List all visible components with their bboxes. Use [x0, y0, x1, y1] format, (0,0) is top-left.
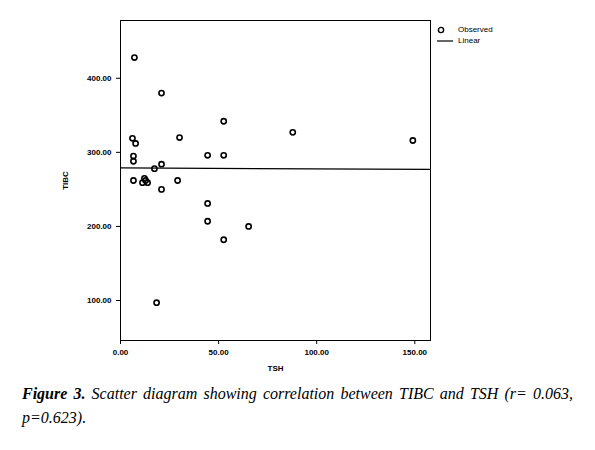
svg-text:TIBC: TIBC	[61, 171, 70, 190]
html-text:Linear: Linear	[458, 36, 481, 45]
svg-text:200.00: 200.00	[87, 222, 112, 231]
svg-text:300.00: 300.00	[87, 148, 112, 157]
svg-text:0.00: 0.00	[113, 348, 129, 357]
html-text:Figure 3. Scatter diagram show: Figure 3. Scatter diagram showing correl…	[22, 385, 573, 426]
svg-text:TSH: TSH	[268, 364, 284, 373]
svg-text:400.00: 400.00	[87, 74, 112, 83]
svg-text:100.00: 100.00	[87, 296, 112, 305]
svg-text:150.00: 150.00	[403, 348, 428, 357]
svg-text:50.00: 50.00	[209, 348, 230, 357]
html-text:Observed: Observed	[458, 25, 493, 34]
svg-text:100.00: 100.00	[304, 348, 329, 357]
